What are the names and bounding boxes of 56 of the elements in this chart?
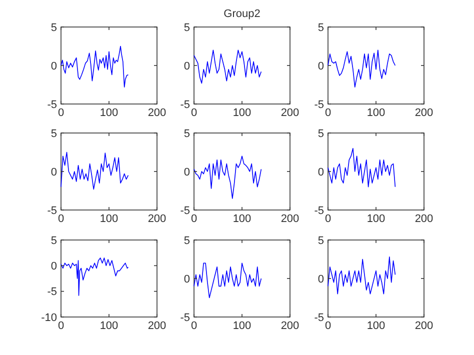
y-tick-label: -5 — [180, 204, 190, 217]
line-series — [194, 262, 262, 298]
y-tick-label: 5 — [50, 128, 57, 140]
y-tick-label: 0 — [318, 166, 324, 178]
x-tick-label: 100 — [232, 320, 252, 332]
x-tick-label: 200 — [148, 107, 166, 119]
x-tick-label: 100 — [366, 213, 386, 225]
x-tick-label: 100 — [232, 107, 252, 119]
y-tick-label: -5 — [47, 286, 57, 298]
y-tick-label: 5 — [318, 234, 324, 247]
y-tick-label: 5 — [50, 22, 57, 34]
line-series — [328, 256, 396, 294]
x-tick-label: 200 — [414, 320, 434, 332]
y-tick-label: 0 — [184, 166, 190, 178]
line-series — [60, 152, 129, 190]
y-tick-label: 5 — [184, 234, 190, 247]
x-tick-label: 100 — [232, 213, 252, 225]
y-tick-label: -5 — [180, 312, 190, 324]
y-tick-label: 0 — [184, 273, 190, 286]
y-tick-label: -10 — [41, 312, 57, 324]
y-tick-label: 5 — [318, 22, 324, 34]
x-tick-label: 100 — [366, 107, 386, 119]
y-tick-label: -5 — [47, 98, 57, 111]
y-tick-label: -5 — [314, 312, 324, 324]
x-tick-label: 200 — [148, 320, 166, 332]
y-tick-label: 0 — [318, 60, 324, 72]
line-series — [194, 50, 262, 84]
x-tick-label: 200 — [280, 107, 300, 119]
y-tick-label: 5 — [184, 128, 190, 140]
line-series — [328, 50, 396, 88]
line-series — [60, 258, 129, 296]
y-tick-label: -5 — [314, 98, 324, 111]
x-tick-label: 100 — [100, 213, 118, 225]
y-tick-label: 0 — [318, 273, 324, 286]
y-tick-label: 5 — [184, 22, 190, 34]
y-tick-label: 0 — [50, 60, 57, 72]
x-tick-label: 100 — [100, 107, 118, 119]
x-tick-label: 200 — [280, 320, 300, 332]
y-tick-label: -5 — [47, 204, 57, 217]
y-tick-label: -5 — [180, 98, 190, 111]
chart-title: Group2 — [224, 8, 260, 20]
y-tick-label: 0 — [184, 60, 190, 72]
x-tick-label: 200 — [414, 213, 434, 225]
line-series — [194, 156, 262, 199]
y-tick-label: 5 — [318, 128, 324, 140]
y-tick-label: -5 — [314, 204, 324, 217]
line-series — [60, 46, 129, 88]
x-tick-label: 100 — [100, 320, 118, 332]
x-tick-label: 200 — [148, 213, 166, 225]
x-tick-label: 200 — [414, 107, 434, 119]
y-tick-label: 5 — [50, 234, 57, 247]
y-tick-label: 0 — [50, 260, 57, 273]
x-tick-label: 200 — [280, 213, 300, 225]
y-tick-label: 0 — [50, 166, 57, 178]
x-tick-label: 100 — [366, 320, 386, 332]
line-series — [328, 148, 396, 188]
